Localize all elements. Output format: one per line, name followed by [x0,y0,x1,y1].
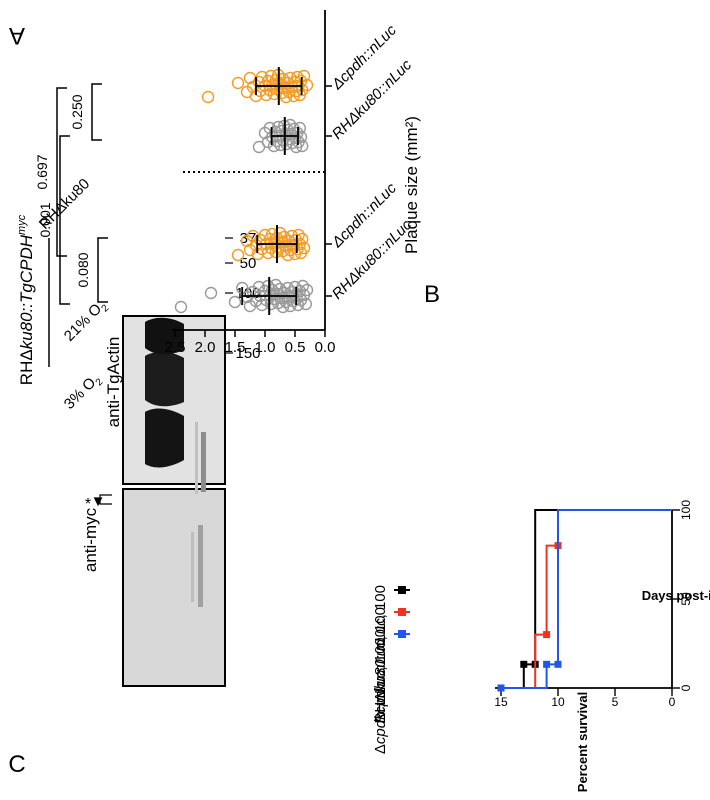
b-y-ticks: 0.0 0.5 1.0 1.5 2.0 2.5 [165,330,336,356]
b-point [297,241,311,255]
b-point [299,297,312,311]
b-point [296,279,309,293]
c-legend-label: Δcpdh::nLuc, 100 [372,607,389,724]
c-series [497,509,672,692]
b-comparison-p-value: 0.697 [34,154,50,189]
b-point [273,282,287,296]
actin-band-lane-3 [145,408,184,468]
c-legend-marker [398,586,406,594]
b-comparison-p-value: 0.080 [75,252,91,287]
c-legend-label: RHΔku80::nLuc, 100 [372,585,389,723]
asterisk-marker: * [85,496,91,513]
panel-b: B 0.00.51.01.52.02.5 Plaque size (mm²) R… [34,10,440,356]
b-point [293,121,306,135]
b-tick-label: 0.5 [285,339,306,356]
blot-anti-myc [123,489,225,686]
myc-bands [191,422,206,607]
c-ticks: 0 5 10 15 0 50 100 [494,500,693,709]
b-point [273,226,287,240]
c-series-line [501,509,672,689]
b-point [269,278,282,292]
panel-a: A [9,22,261,687]
b-point [201,90,215,104]
b-point [261,279,275,293]
b-point [294,130,308,144]
b-points [174,67,332,315]
b-comparison-bracket [97,237,108,303]
b-point [204,286,218,300]
b-point [287,122,300,136]
blot-top-label: anti-myc [81,507,100,572]
c-x-tick-label: 0 [669,695,676,709]
b-point [174,300,188,314]
c-legend-marker [398,608,406,616]
mw-50: 50 [240,255,257,272]
c-series-marker [520,660,528,668]
strain-title: RHΔku80::TgCPDHmyc [16,214,36,385]
actin-band-lane-2 [145,351,184,407]
b-y-axis-label: Plaque size (mm²) [402,116,421,254]
panel-c: C 0 5 10 15 0 50 100 Days post-infection Perce… [8,500,710,793]
panel-b-letter: B [424,281,440,308]
b-point [228,295,242,309]
b-comparison-bracket [59,135,70,305]
blot-bottom-label: anti-TgActin [104,337,123,428]
c-legend-label: Δcpdh::nLuc, 1000 [372,629,389,754]
band-21-lower [191,532,194,602]
b-point [300,283,314,297]
c-y-tick-label: 100 [679,500,693,520]
band-3-lower [195,422,198,494]
lane-label-3: 3% O2 [61,370,106,415]
b-point [231,248,245,262]
b-comparison-bracket [56,87,67,257]
c-legend-marker [398,630,406,638]
b-tick-label: 0.0 [315,339,336,356]
mw-150: 150 [235,345,260,362]
band-21-upper [198,525,203,607]
c-y-tick-label: 50 [679,592,693,606]
b-tick-label: 1.0 [255,339,276,356]
b-point [231,76,245,90]
c-x-tick-label: 5 [612,695,619,709]
c-x-tick-label: 15 [494,695,508,709]
c-x-tick-label: 10 [551,695,565,709]
panel-c-letter: C [8,751,25,778]
b-tick-label: 2.5 [165,339,186,356]
b-tick-label: 1.5 [225,339,246,356]
b-point [292,228,305,242]
c-series-marker [543,631,551,639]
b-point [297,69,311,83]
band-3-upper [201,432,206,492]
c-x-axis-label: Days post-infection [642,588,710,603]
b-comparison-p-value: 0.250 [69,94,85,129]
b-point [291,70,304,84]
b-point [281,281,294,295]
c-series-marker [497,684,505,692]
band-bracket [99,494,112,505]
actin-bands [145,317,184,468]
b-point [246,229,260,243]
b-comparison-p-value: 0.001 [37,202,53,237]
c-y-axis-label: Percent survival [575,692,590,792]
arrowhead-marker: ▼ [91,493,106,510]
b-point [296,139,309,153]
panel-a-letter: A [9,22,25,49]
b-comparison-bracket [91,83,102,141]
c-series-marker [543,660,551,668]
c-series-marker [554,660,562,668]
c-y-tick-label: 0 [679,684,693,691]
b-tick-label: 2.0 [195,339,216,356]
actin-band-lane-1 [145,317,184,355]
